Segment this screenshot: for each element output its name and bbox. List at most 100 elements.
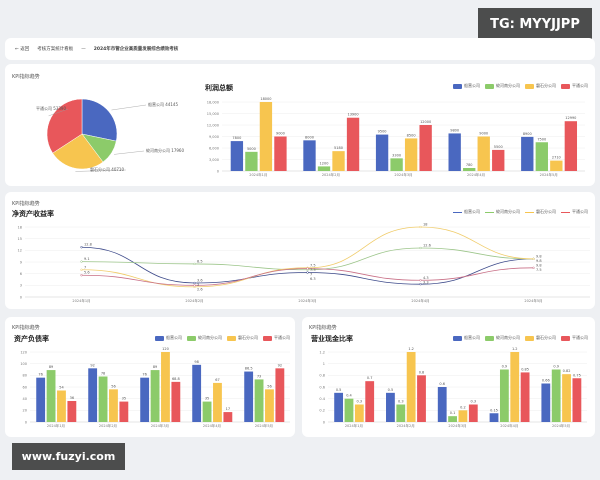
bar-value-label: 5000 — [247, 147, 256, 151]
bar — [541, 383, 551, 422]
y-tick-label: 3 — [20, 284, 22, 288]
kpi-label: KPI指标趋势 — [12, 74, 40, 80]
y-tick-label: 12,000 — [207, 123, 219, 127]
bar-value-label: 0.66 — [542, 379, 550, 383]
legend-item[interactable]: 磐石分公司 — [525, 83, 556, 89]
legend-item[interactable]: 船营公司 — [453, 209, 480, 215]
y-tick-label: 9 — [20, 260, 22, 264]
legend-item[interactable]: 船营公司 — [453, 83, 480, 89]
bar-value-label: 120 — [162, 347, 169, 351]
x-tick-label: 2024年4月 — [467, 172, 485, 177]
watermark-bottom: www.fuzyi.com — [12, 443, 125, 470]
series-line — [81, 246, 534, 285]
bar — [550, 160, 563, 171]
legend-swatch — [561, 211, 570, 213]
y-tick-label: 1 — [323, 362, 325, 366]
bar — [492, 149, 505, 171]
series-line — [81, 247, 534, 271]
legend-item[interactable]: 磐石分公司 — [525, 209, 556, 215]
back-button[interactable]: ← 返回 — [15, 47, 30, 52]
bar-value-label: 0.3 — [471, 400, 477, 404]
bar-value-label: 56 — [111, 384, 115, 388]
pie-label: 磐石分公司 40710 — [90, 166, 124, 172]
legend-label: 磐石分公司 — [536, 209, 556, 214]
point-value-label: 3.3 — [423, 280, 429, 284]
legend-item[interactable]: 蛟河南分公司 — [187, 335, 222, 341]
legend-item[interactable]: 磐石分公司 — [227, 335, 258, 341]
x-tick-label: 2024年5月 — [255, 423, 273, 428]
bar-value-label: 0.1 — [450, 411, 456, 415]
y-tick-label: 3,000 — [209, 158, 219, 162]
legend-item[interactable]: 平通公司 — [561, 335, 588, 341]
bar — [346, 117, 360, 171]
bar — [564, 121, 578, 171]
point-value-label: 7 — [84, 265, 86, 269]
point-value-label: 9.8 — [536, 254, 542, 258]
y-tick-label: 18,000 — [207, 100, 219, 104]
legend-item[interactable]: 蛟河南分公司 — [485, 335, 520, 341]
pie-leader-line — [75, 169, 127, 172]
point-value-label: 12.8 — [84, 243, 92, 247]
legend-swatch — [525, 211, 534, 213]
bar-value-label: 35 — [205, 397, 209, 401]
bar-value-label: 92 — [278, 363, 282, 367]
bar-value-label: 13900 — [347, 113, 358, 117]
legend-item[interactable]: 船营公司 — [453, 335, 480, 341]
bar-value-label: 1200 — [320, 161, 329, 165]
bar-value-label: 7500 — [537, 137, 546, 141]
x-tick-label: 2024年2月 — [99, 423, 117, 428]
x-tick-label: 2024年1月 — [345, 423, 363, 428]
bar — [499, 369, 509, 422]
bar — [171, 381, 181, 422]
point-value-label: 3 — [197, 283, 199, 287]
bar — [67, 401, 77, 422]
legend-item[interactable]: 磐石分公司 — [525, 335, 556, 341]
data-point — [532, 266, 535, 269]
bar — [245, 151, 258, 171]
point-value-label: 8.5 — [197, 259, 203, 263]
bar — [437, 387, 447, 422]
breadcrumb-parent[interactable]: 考核方案统计看板 — [37, 47, 74, 52]
pie-label: 船营公司 44145 — [148, 101, 178, 107]
bar-value-label: 0.9 — [553, 365, 559, 369]
bar-value-label: 0.15 — [490, 408, 498, 412]
legend-label: 磐石分公司 — [238, 335, 258, 340]
legend-item[interactable]: 蛟河南分公司 — [485, 209, 520, 215]
bar — [463, 168, 476, 171]
bar — [223, 412, 233, 422]
legend-swatch — [453, 211, 462, 213]
pie-slice — [81, 98, 118, 142]
legend-swatch — [453, 83, 462, 89]
bar-value-label: 73 — [257, 374, 261, 378]
bar — [230, 141, 244, 171]
chart-title: 营业现金比率 — [311, 335, 353, 343]
bar-value-label: 0.3 — [357, 400, 363, 404]
legend-item[interactable]: 平通公司 — [561, 83, 588, 89]
bar — [562, 374, 571, 422]
y-tick-label: 9,000 — [209, 135, 219, 139]
breadcrumb-separator: — — [81, 46, 86, 52]
legend-swatch — [561, 335, 570, 341]
legend-label: 磐石分公司 — [536, 335, 556, 340]
bar-value-label: 8900 — [523, 132, 532, 136]
bar-value-label: 92 — [90, 363, 94, 367]
bar — [510, 352, 520, 422]
y-tick-label: 20 — [23, 409, 27, 413]
bar — [390, 158, 403, 171]
pie-leader-line — [111, 104, 147, 111]
legend-item[interactable]: 船营公司 — [155, 335, 182, 341]
bar — [458, 410, 468, 422]
legend-item[interactable]: 蛟河南分公司 — [485, 83, 520, 89]
legend-item[interactable]: 平通公司 — [263, 335, 290, 341]
x-tick-label: 2024年5月 — [540, 172, 558, 177]
chart-title: 资产负债率 — [14, 335, 49, 343]
bar-value-label: 56 — [267, 384, 271, 388]
bar — [354, 404, 364, 422]
bar-value-label: 68.8 — [172, 377, 180, 381]
legend-item[interactable]: 平通公司 — [561, 209, 588, 215]
y-tick-label: 0.2 — [319, 409, 325, 413]
y-tick-label: 120 — [20, 350, 27, 354]
data-point — [80, 260, 83, 263]
x-tick-label: 2024年5月 — [552, 423, 570, 428]
y-tick-label: 100 — [20, 362, 27, 366]
